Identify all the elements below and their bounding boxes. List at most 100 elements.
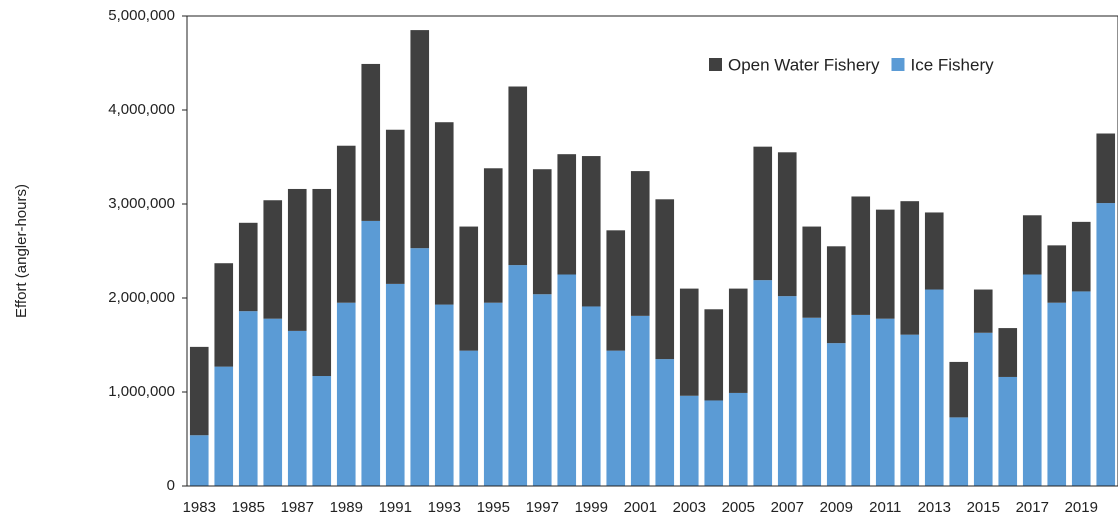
bar-segment <box>802 317 822 486</box>
bar-segment <box>1047 302 1067 486</box>
bar-segment <box>851 196 871 315</box>
bar-segment <box>214 263 234 367</box>
legend-label: Ice Fishery <box>910 55 994 74</box>
x-tick-label: 1995 <box>477 499 510 516</box>
x-tick-label: 2015 <box>967 499 1000 516</box>
bar-segment <box>361 220 381 487</box>
bar-segment <box>704 309 724 401</box>
bar-segment <box>1071 291 1091 486</box>
y-tick-label: 2,000,000 <box>108 289 175 306</box>
x-tick-label: 2013 <box>918 499 951 516</box>
x-tick-label: 2003 <box>673 499 706 516</box>
y-tick-label: 3,000,000 <box>108 195 175 212</box>
x-tick-label: 1999 <box>575 499 608 516</box>
bar-segment <box>434 304 454 486</box>
bar-segment <box>287 330 307 486</box>
bar-segment <box>998 328 1018 377</box>
bar-segment <box>557 274 577 486</box>
bar-segment <box>753 280 773 486</box>
bar-segment <box>655 199 675 360</box>
bar-segment <box>557 154 577 275</box>
bar-segment <box>704 400 724 486</box>
x-tick-label: 2009 <box>820 499 853 516</box>
bar-segment <box>606 350 626 486</box>
bar-segment <box>532 294 552 486</box>
bar-segment <box>777 152 797 297</box>
bar-segment <box>1047 245 1067 303</box>
bar-segment <box>214 366 234 486</box>
x-tick-label: 2011 <box>869 499 901 516</box>
bar-segment <box>336 302 356 486</box>
bar-segment <box>483 168 503 303</box>
bar-segment <box>875 209 895 319</box>
bar-segment <box>287 188 307 331</box>
x-tick-label: 1991 <box>379 499 412 516</box>
bar-segment <box>630 315 650 486</box>
bar-segment <box>361 63 381 221</box>
bar-segment <box>924 289 944 486</box>
x-tick-label: 1993 <box>428 499 461 516</box>
bar-segment <box>312 376 332 486</box>
bar-segment <box>1071 221 1091 292</box>
bar-segment <box>434 122 454 305</box>
bar-segment <box>189 435 209 486</box>
bar-segment <box>1096 133 1116 204</box>
bar-segment <box>679 288 699 396</box>
x-tick-label: 1983 <box>183 499 216 516</box>
bar-segment <box>312 188 332 377</box>
bar-segment <box>410 248 430 486</box>
bar-segment <box>508 86 528 266</box>
bar-segment <box>802 226 822 318</box>
bar-segment <box>238 311 258 486</box>
legend-label: Open Water Fishery <box>728 55 880 74</box>
bar-segment <box>949 417 969 486</box>
bar-segment <box>336 145 356 303</box>
bar-segment <box>581 156 601 307</box>
bar-segment <box>728 392 748 486</box>
bar-segment <box>263 200 283 319</box>
bar-segment <box>826 343 846 486</box>
bar-segment <box>410 30 430 249</box>
bar-segment <box>900 334 920 486</box>
bar-segment <box>385 283 405 486</box>
bar-segment <box>532 169 552 295</box>
bar-segment <box>777 296 797 486</box>
bar-segment <box>924 212 944 290</box>
x-tick-label: 2001 <box>624 499 657 516</box>
bar-segment <box>1022 274 1042 486</box>
bar-segment <box>630 171 650 316</box>
x-tick-label: 2019 <box>1065 499 1098 516</box>
bar-segment <box>1022 215 1042 275</box>
y-axis-label: Effort (angler-hours) <box>13 184 30 318</box>
y-tick-label: 0 <box>167 477 175 494</box>
legend-swatch <box>891 58 905 71</box>
bar-segment <box>385 129 405 284</box>
bar-segment <box>238 222 258 312</box>
bar-segment <box>679 395 699 486</box>
bar-segment <box>581 306 601 486</box>
x-tick-label: 2005 <box>722 499 755 516</box>
bar-segment <box>483 302 503 486</box>
y-tick-label: 1,000,000 <box>108 383 175 400</box>
legend-swatch <box>709 58 722 71</box>
x-tick-label: 1989 <box>330 499 363 516</box>
x-tick-label: 1987 <box>281 499 314 516</box>
bar-segment <box>655 359 675 486</box>
x-tick-label: 2007 <box>771 499 804 516</box>
bar-segment <box>1096 203 1116 486</box>
bar-segment <box>973 332 993 486</box>
x-tick-label: 1985 <box>232 499 265 516</box>
x-tick-label: 1997 <box>526 499 559 516</box>
bar-segment <box>826 246 846 344</box>
y-tick-label: 5,000,000 <box>108 7 175 24</box>
bar-segment <box>753 146 773 281</box>
y-tick-label: 4,000,000 <box>108 101 175 118</box>
bar-segment <box>728 288 748 393</box>
bar-segment <box>949 361 969 418</box>
bar-segment <box>459 226 479 351</box>
bar-segment <box>900 201 920 335</box>
bar-segment <box>851 314 871 486</box>
bar-segment <box>973 289 993 333</box>
x-tick-label: 2017 <box>1016 499 1049 516</box>
